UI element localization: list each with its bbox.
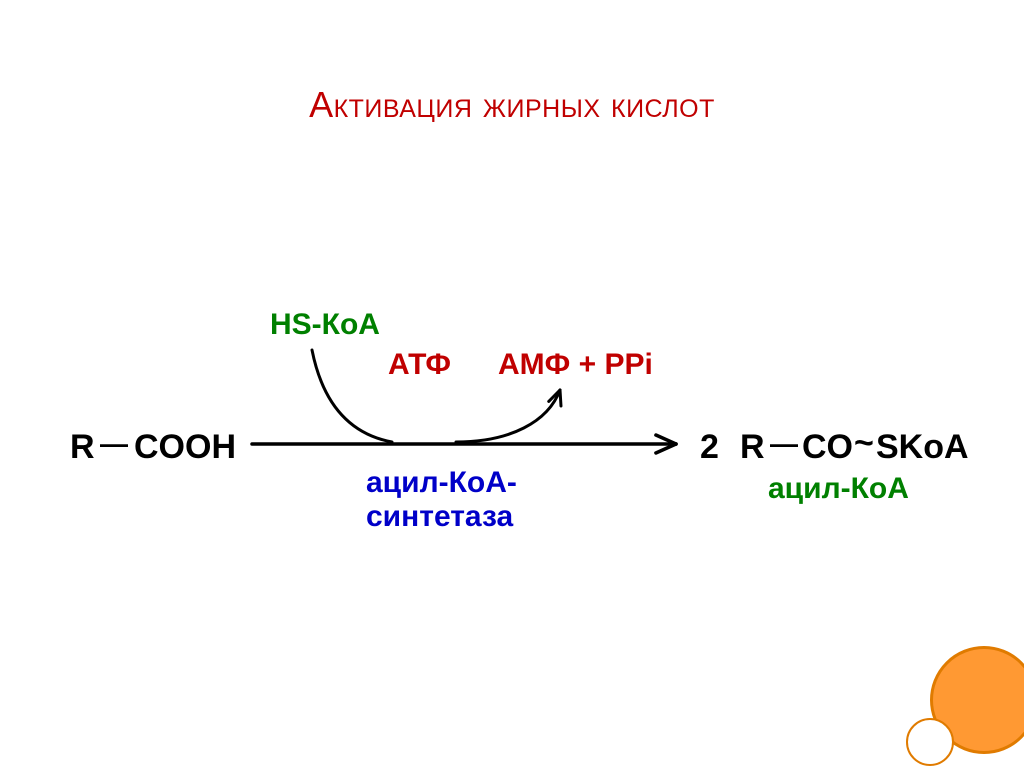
deco-circle-small [906,718,954,766]
slide: Активация жирных кислот HS-КоААТФАМФ + P… [0,0,1024,768]
arrows-layer [0,0,1024,768]
